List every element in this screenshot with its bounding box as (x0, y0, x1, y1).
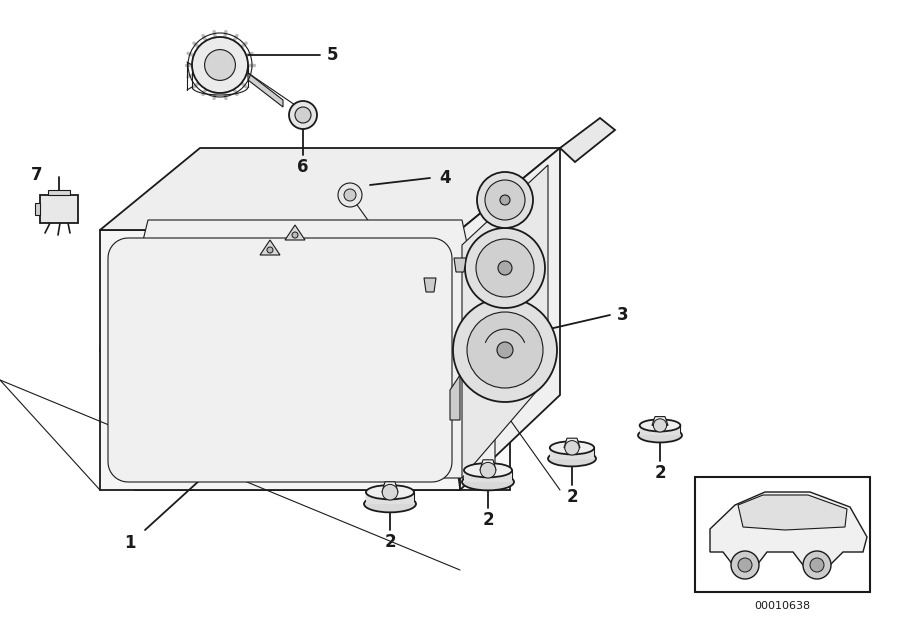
Circle shape (731, 551, 759, 579)
Ellipse shape (462, 474, 514, 490)
Circle shape (465, 228, 545, 308)
Polygon shape (260, 240, 280, 255)
Text: 6: 6 (297, 158, 309, 176)
Polygon shape (40, 195, 78, 223)
Circle shape (653, 419, 667, 432)
Circle shape (267, 247, 273, 253)
Circle shape (344, 189, 356, 201)
Circle shape (738, 558, 752, 572)
Polygon shape (652, 417, 668, 425)
Polygon shape (48, 190, 70, 195)
Circle shape (292, 232, 298, 238)
Polygon shape (462, 165, 548, 478)
Circle shape (500, 195, 510, 205)
Text: 5: 5 (328, 46, 338, 64)
Circle shape (453, 298, 557, 402)
Ellipse shape (366, 485, 414, 499)
Polygon shape (291, 110, 308, 120)
Text: 4: 4 (439, 169, 451, 187)
Ellipse shape (364, 495, 416, 512)
Polygon shape (560, 118, 615, 162)
Text: 3: 3 (617, 306, 629, 324)
Circle shape (382, 485, 398, 500)
Polygon shape (454, 258, 466, 272)
Polygon shape (640, 425, 680, 436)
Polygon shape (115, 220, 495, 478)
Polygon shape (382, 482, 398, 492)
Circle shape (481, 462, 496, 478)
Circle shape (477, 172, 533, 228)
Polygon shape (285, 225, 305, 240)
Ellipse shape (464, 463, 512, 478)
Polygon shape (100, 148, 560, 230)
Circle shape (338, 183, 362, 207)
Polygon shape (366, 492, 414, 504)
Circle shape (467, 312, 543, 388)
Circle shape (192, 37, 248, 93)
Circle shape (295, 107, 311, 123)
Text: 7: 7 (32, 166, 43, 184)
Circle shape (803, 551, 831, 579)
Ellipse shape (548, 451, 596, 466)
Circle shape (204, 50, 236, 81)
Circle shape (476, 239, 534, 297)
Ellipse shape (550, 441, 594, 455)
Polygon shape (35, 203, 40, 215)
Polygon shape (450, 375, 460, 420)
Text: 2: 2 (654, 464, 666, 482)
Circle shape (810, 558, 824, 572)
Circle shape (289, 101, 317, 129)
Circle shape (565, 441, 580, 455)
Text: 1: 1 (124, 534, 136, 552)
Circle shape (497, 342, 513, 358)
Circle shape (498, 261, 512, 275)
Text: 2: 2 (482, 511, 494, 530)
Polygon shape (550, 448, 594, 458)
Ellipse shape (638, 428, 682, 443)
Polygon shape (108, 238, 452, 482)
Polygon shape (480, 460, 496, 470)
FancyBboxPatch shape (695, 477, 870, 592)
Polygon shape (424, 278, 436, 292)
Polygon shape (248, 73, 283, 107)
Polygon shape (100, 230, 460, 490)
Polygon shape (710, 492, 867, 565)
Polygon shape (460, 148, 560, 490)
Polygon shape (738, 495, 847, 530)
Polygon shape (464, 470, 512, 482)
Text: 2: 2 (384, 533, 396, 551)
Text: 00010638: 00010638 (754, 601, 811, 611)
Polygon shape (100, 205, 510, 490)
Polygon shape (564, 438, 580, 448)
Text: 2: 2 (566, 488, 578, 505)
Ellipse shape (640, 419, 680, 431)
Circle shape (485, 180, 525, 220)
